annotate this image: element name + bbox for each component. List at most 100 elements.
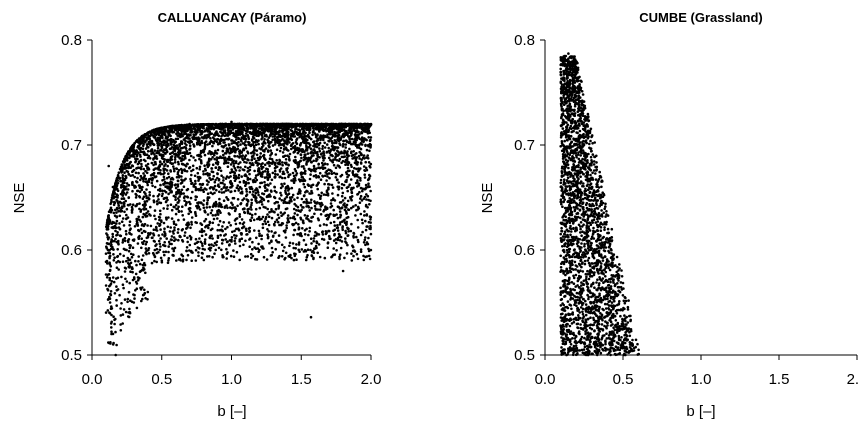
scatter-point xyxy=(144,164,148,167)
scatter-point xyxy=(278,133,282,137)
scatter-point xyxy=(213,241,217,245)
scatter-point xyxy=(190,216,194,219)
scatter-point xyxy=(265,125,269,129)
scatter-point xyxy=(278,149,282,153)
scatter-point xyxy=(180,140,184,144)
scatter-point xyxy=(296,122,300,126)
scatter-point xyxy=(254,191,258,195)
scatter-point xyxy=(290,126,294,129)
scatter-point xyxy=(331,197,335,200)
scatter-point xyxy=(244,239,247,243)
scatter-point xyxy=(194,212,197,215)
scatter-point xyxy=(134,159,138,163)
scatter-point xyxy=(125,191,129,194)
scatter-point xyxy=(174,155,177,159)
scatter-point xyxy=(115,219,119,223)
scatter-point xyxy=(142,137,145,141)
scatter-point xyxy=(363,169,366,172)
scatter-point xyxy=(256,156,260,160)
scatter-point xyxy=(364,219,367,223)
scatter-point xyxy=(148,137,152,141)
scatter-point xyxy=(350,142,353,146)
scatter-point xyxy=(224,161,228,165)
scatter-point xyxy=(198,127,202,130)
scatter-point xyxy=(344,229,347,233)
scatter-point xyxy=(332,163,336,167)
scatter-point xyxy=(131,164,135,168)
scatter-point xyxy=(133,297,136,300)
scatter-point xyxy=(349,178,353,181)
scatter-point xyxy=(180,171,184,175)
scatter-point xyxy=(190,220,193,224)
scatter-point xyxy=(343,160,347,164)
scatter-points xyxy=(104,120,373,357)
scatter-point xyxy=(298,192,302,195)
scatter-point xyxy=(218,190,221,194)
scatter-point xyxy=(352,254,355,258)
scatter-point xyxy=(350,198,353,202)
scatter-point xyxy=(309,237,313,240)
scatter-point xyxy=(245,204,249,207)
scatter-point xyxy=(177,238,180,242)
scatter-point xyxy=(116,288,120,291)
scatter-point xyxy=(185,188,189,192)
scatter-point xyxy=(257,242,260,246)
scatter-point xyxy=(281,137,284,141)
scatter-point xyxy=(114,229,117,233)
scatter-point xyxy=(325,231,328,235)
scatter-point xyxy=(333,139,337,142)
scatter-point xyxy=(353,153,357,156)
scatter-point xyxy=(230,142,233,145)
scatter-point xyxy=(367,161,371,164)
scatter-point xyxy=(106,309,110,312)
scatter-point xyxy=(144,271,147,275)
scatter-point xyxy=(273,143,277,146)
scatter-point xyxy=(230,158,234,161)
scatter-point xyxy=(290,256,293,260)
scatter-point xyxy=(128,220,132,223)
scatter-point xyxy=(320,191,324,195)
scatter-point xyxy=(289,144,293,147)
scatter-point xyxy=(350,191,354,195)
scatter-point xyxy=(308,219,311,223)
scatter-point xyxy=(330,159,334,163)
scatter-point xyxy=(108,261,111,265)
scatter-point xyxy=(259,199,262,203)
scatter-point xyxy=(283,182,286,185)
scatter-point xyxy=(153,149,157,152)
scatter-point xyxy=(269,189,273,192)
scatter-point xyxy=(367,247,370,251)
scatter-point xyxy=(169,203,173,206)
scatter-point xyxy=(316,251,320,255)
scatter-point xyxy=(223,144,226,148)
scatter-point xyxy=(162,250,165,254)
scatter-point xyxy=(233,239,236,243)
scatter-point xyxy=(297,248,301,252)
y-axis-label: NSE xyxy=(11,183,28,214)
scatter-point xyxy=(310,242,313,245)
scatter-point xyxy=(317,166,320,169)
scatter-point xyxy=(127,315,131,319)
scatter-point xyxy=(236,165,240,169)
scatter-point xyxy=(316,182,320,185)
scatter-point xyxy=(271,235,275,238)
scatter-point xyxy=(275,159,279,162)
scatter-point xyxy=(233,171,237,175)
scatter-point xyxy=(200,256,204,260)
scatter-point xyxy=(308,131,311,134)
scatter-point xyxy=(251,240,254,244)
scatter-point xyxy=(163,230,166,233)
scatter-point xyxy=(142,152,146,156)
scatter-point xyxy=(121,194,125,197)
scatter-point xyxy=(340,201,343,204)
scatter-point xyxy=(156,194,160,198)
scatter-point xyxy=(152,239,156,243)
scatter-point xyxy=(306,248,310,251)
scatter-point xyxy=(137,184,141,187)
scatter-point xyxy=(261,215,265,219)
scatter-point xyxy=(268,134,272,138)
scatter-point xyxy=(265,195,269,199)
scatter-point xyxy=(135,167,138,170)
scatter-point xyxy=(350,222,353,226)
scatter-point xyxy=(266,213,269,216)
